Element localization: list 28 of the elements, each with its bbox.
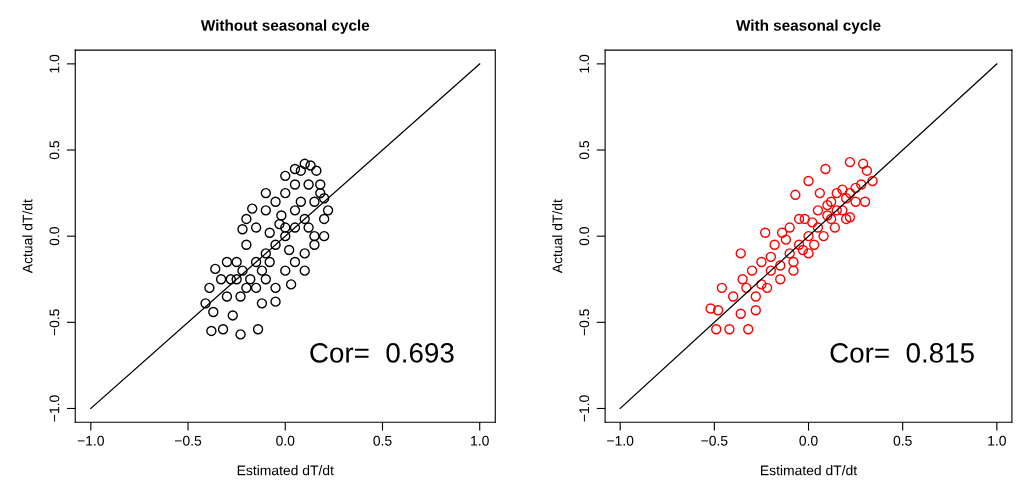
- y-tick-label: −1.0: [49, 395, 60, 422]
- x-tick-label: 1.0: [988, 435, 1006, 446]
- x-tick-label: −0.5: [701, 435, 728, 446]
- y-tick-label: 1.0: [49, 54, 60, 73]
- y-tick-label: 0.0: [49, 227, 60, 246]
- y-tick-label: −1.0: [579, 395, 590, 422]
- x-tick-label: −0.5: [175, 435, 202, 446]
- y-tick-label: 1.0: [579, 54, 590, 73]
- x-tick-label: 1.0: [471, 435, 489, 446]
- y-tick-label: 0.0: [579, 227, 590, 246]
- y-axis-title: Actual dT/dt: [552, 199, 563, 274]
- x-axis-title: Estimated dT/dt: [761, 465, 858, 476]
- y-axis-title: Actual dT/dt: [22, 199, 33, 274]
- annotation: Cor= 0.693: [310, 343, 454, 363]
- annotation: Cor= 0.815: [830, 343, 974, 363]
- chart-title: Without seasonal cycle: [200, 19, 370, 34]
- x-tick-label: −1.0: [77, 435, 104, 446]
- y-tick-label: −0.5: [579, 309, 590, 336]
- y-tick-label: −0.5: [49, 309, 60, 336]
- x-tick-label: 0.5: [893, 435, 912, 446]
- x-tick-label: 0.0: [799, 435, 818, 446]
- y-tick-label: 0.5: [49, 140, 60, 160]
- chart-title: With seasonal cycle: [736, 19, 881, 34]
- x-tick-label: −1.0: [607, 435, 634, 446]
- x-tick-label: 0.0: [276, 435, 295, 446]
- x-tick-label: 0.5: [373, 435, 392, 446]
- y-tick-label: 0.5: [579, 140, 590, 160]
- x-axis-title: Estimated dT/dt: [237, 465, 334, 476]
